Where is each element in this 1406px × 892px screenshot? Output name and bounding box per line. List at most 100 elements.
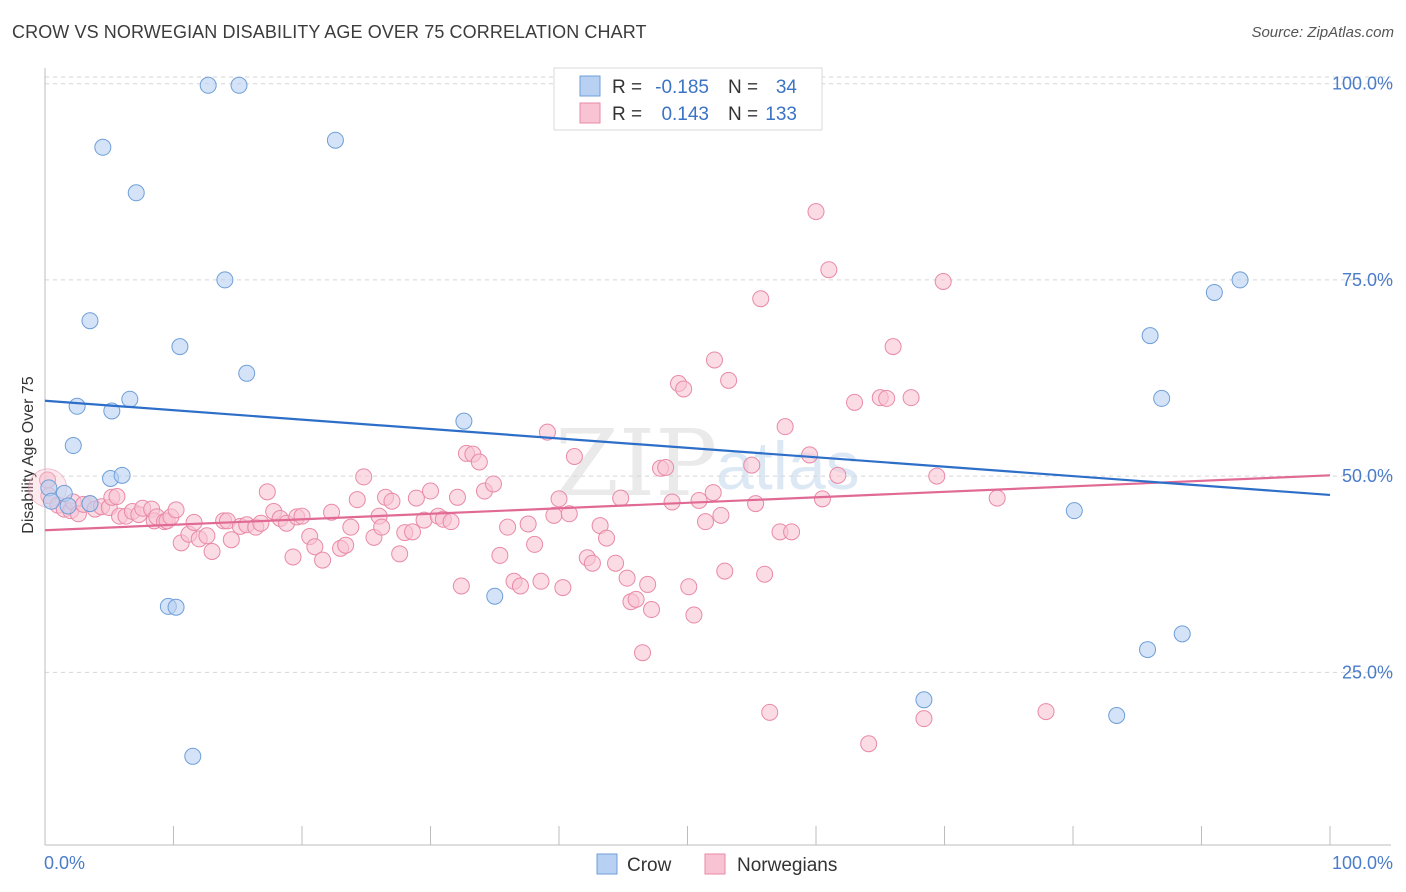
norwegians-points [28,203,1055,753]
axes [44,68,1391,846]
norwegians-point [560,505,578,523]
norwegians-point [884,338,902,356]
x-tick-label-min: 0.0% [44,853,85,873]
crow-point [230,76,248,94]
crow-point [184,747,202,765]
crow-point [216,271,234,289]
norwegians-point [511,577,529,595]
norwegians-point [607,554,625,572]
norwegians-point [491,546,509,564]
norwegians-point [902,389,920,407]
crow-point [1065,502,1083,520]
norwegians-point [499,518,517,536]
norwegians-point [712,506,730,524]
norwegians-point [203,542,221,560]
norwegians-point [752,290,770,308]
trend-lines [44,399,1331,532]
norwegians-point [663,493,681,511]
norwegians-point [934,272,952,290]
y-tick-label: 100.0% [1332,74,1393,94]
crow-point [94,138,112,156]
norwegians-point [988,489,1006,507]
norwegians-point [685,606,703,624]
norwegians-point [846,393,864,411]
norwegians-point [167,501,185,519]
norwegians-point [776,418,794,436]
crow-point [915,691,933,709]
norwegians-point [720,371,738,389]
norwegians-point [348,491,366,509]
legend-nor-r-value: 0.143 [661,104,709,125]
norwegians-point [198,527,216,545]
norwegians-point [391,545,409,563]
legend-top: R = -0.185 N = 34 R = 0.143 N = 133 [553,67,823,131]
norwegians-point [643,601,661,619]
norwegians-point [108,488,126,506]
norwegians-point [618,569,636,587]
crow-point [1139,641,1157,659]
legend-crow-swatch [579,75,601,97]
crow-trend-line [44,399,1331,497]
norwegians-point [422,482,439,500]
norwegians-point [452,577,470,595]
crow-point [42,492,60,510]
norwegians-point [323,503,341,521]
norwegians-point [583,554,601,572]
norwegians-point [639,575,657,593]
legend-crow-r-label: R = [612,77,642,98]
norwegians-point [783,523,801,541]
legend-nor-swatch [579,102,601,124]
crow-point [455,412,473,430]
norwegians-point [747,495,765,513]
watermark-atlas: atlas [716,428,860,504]
watermark-zip: ZIP [555,410,717,517]
crow-point [127,184,145,202]
norwegians-point [306,538,324,556]
norwegians-point [448,488,466,506]
norwegians-point [407,489,425,507]
crow-point [1141,327,1159,345]
norwegians-point [284,548,302,566]
crow-point [486,587,504,605]
norwegians-point [404,523,422,541]
norwegians-point [355,468,373,486]
norwegians-point [470,453,488,471]
norwegians-point [598,529,616,547]
x-ticks [44,826,1331,845]
crow-point [81,312,99,330]
crow-point [1153,389,1171,407]
norwegians-trend-line [44,474,1331,532]
crow-point [199,76,217,94]
norwegians-point [373,518,391,536]
y-tick-label: 25.0% [1342,662,1393,682]
norwegians-point [634,644,652,662]
norwegians-point [252,514,270,532]
norwegians-point [820,261,838,279]
norwegians-point [801,446,819,464]
norwegians-point [627,590,645,608]
norwegians-point [690,491,708,509]
norwegians-point [185,513,203,531]
legend-nor-n-value: 133 [765,104,797,125]
crow-point [68,397,86,415]
norwegians-point [314,551,332,569]
norwegians-point [675,380,693,398]
norwegians-point [342,518,360,536]
norwegians-point [526,535,544,553]
norwegians-point [222,531,240,549]
crow-point [1205,283,1223,301]
norwegians-point [878,389,896,407]
norwegians-point [293,507,311,525]
crow-point [1108,707,1126,724]
crow-point [167,598,185,616]
crow-point [326,131,344,149]
norwegians-point [829,466,847,484]
norwegians-point [484,475,502,493]
norwegians-point [680,578,698,596]
norwegians-point [860,735,878,753]
norwegians-point [696,513,714,531]
y-axis-title: Disability Age Over 75 [20,376,37,534]
crow-point [238,364,256,382]
norwegians-point [337,536,355,554]
